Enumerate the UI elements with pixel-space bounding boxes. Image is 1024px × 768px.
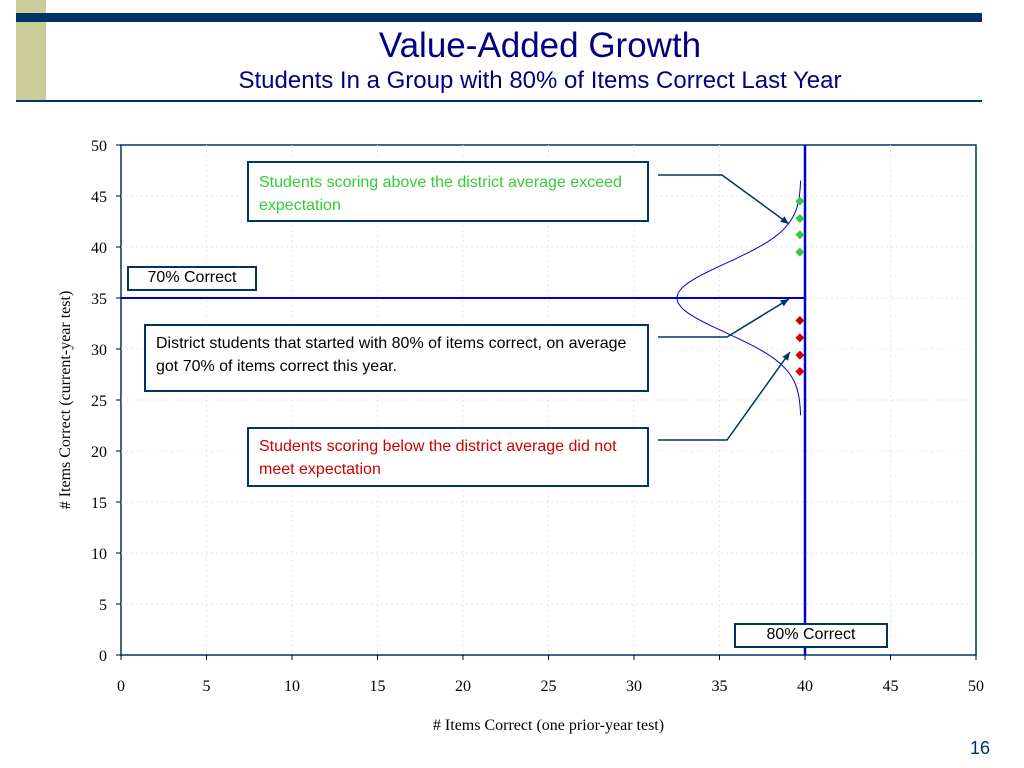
x-axis-title: # Items Correct (one prior-year test) bbox=[433, 717, 664, 734]
arrow-below bbox=[658, 351, 791, 441]
x-tick-label: 45 bbox=[883, 678, 899, 695]
y-tick-label: 15 bbox=[91, 495, 107, 512]
point-above bbox=[795, 247, 805, 257]
y-tick-label: 35 bbox=[91, 291, 107, 308]
slide-subtitle: Students In a Group with 80% of Items Co… bbox=[238, 67, 842, 94]
point-above bbox=[795, 230, 805, 240]
arrow-above bbox=[658, 174, 790, 225]
x-tick-label: 10 bbox=[284, 678, 300, 695]
x-tick-label: 5 bbox=[203, 678, 211, 695]
distribution-curve bbox=[676, 180, 802, 416]
y-axis-title: # Items Correct (current-year test) bbox=[57, 291, 74, 510]
label-70-correct: 70% Correct bbox=[127, 266, 257, 291]
y-tick-label: 45 bbox=[91, 189, 107, 206]
y-tick-label: 5 bbox=[99, 597, 107, 614]
x-tick-label: 40 bbox=[797, 678, 813, 695]
y-tick-label: 0 bbox=[99, 648, 107, 665]
page-number: 16 bbox=[969, 738, 990, 758]
point-above bbox=[795, 213, 805, 223]
callout-below-average: Students scoring below the district aver… bbox=[247, 427, 649, 487]
arrow-below-head bbox=[782, 352, 790, 361]
arrow-middle bbox=[658, 298, 790, 338]
y-tick-label: 50 bbox=[91, 138, 107, 155]
title-rule bbox=[16, 100, 982, 102]
callout-above-average: Students scoring above the district aver… bbox=[247, 161, 649, 222]
slide-title: Value-Added Growth bbox=[378, 26, 702, 65]
callout-district-average: District students that started with 80% … bbox=[144, 324, 649, 392]
point-below bbox=[795, 315, 805, 325]
x-tick-label: 20 bbox=[455, 678, 471, 695]
label-80-correct: 80% Correct bbox=[734, 623, 888, 648]
y-tick-label: 25 bbox=[91, 393, 107, 410]
x-tick-label: 50 bbox=[968, 678, 984, 695]
x-tick-label: 35 bbox=[712, 678, 728, 695]
point-below bbox=[795, 350, 805, 360]
top-bar bbox=[16, 13, 982, 22]
y-tick-label: 20 bbox=[91, 444, 107, 461]
x-tick-label: 0 bbox=[117, 678, 125, 695]
x-tick-label: 30 bbox=[626, 678, 642, 695]
arrow-middle-head bbox=[780, 299, 789, 307]
point-above bbox=[795, 196, 805, 206]
y-tick-label: 40 bbox=[91, 240, 107, 257]
arrow-above-head bbox=[780, 216, 789, 224]
point-below bbox=[795, 366, 805, 376]
y-tick-label: 10 bbox=[91, 546, 107, 563]
x-tick-label: 25 bbox=[541, 678, 557, 695]
y-tick-label: 30 bbox=[91, 342, 107, 359]
point-below bbox=[795, 333, 805, 343]
x-tick-label: 15 bbox=[370, 678, 386, 695]
